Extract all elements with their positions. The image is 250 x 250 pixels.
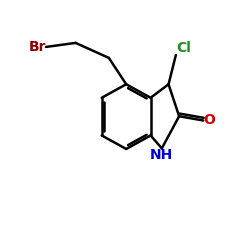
Text: Br: Br [28,40,46,54]
Text: Cl: Cl [176,41,191,55]
Text: NH: NH [150,148,174,162]
Text: O: O [203,114,215,128]
